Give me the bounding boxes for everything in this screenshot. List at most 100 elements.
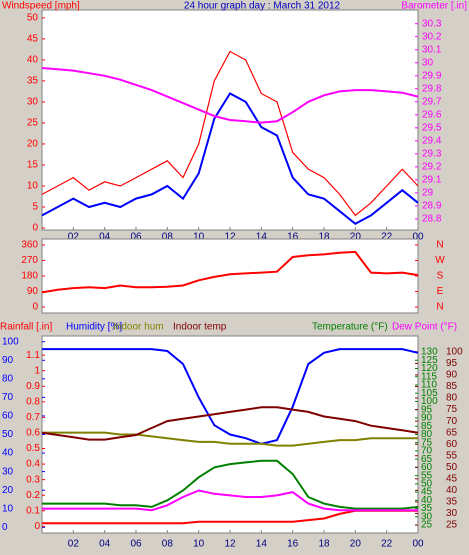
x-tick-label: 14 (256, 539, 268, 550)
y-tick-label: 0.1 (26, 505, 40, 516)
y-tick-label: 1 (34, 365, 40, 376)
y-tick-label: 180 (21, 271, 38, 282)
y4-tick-label: 55 (446, 450, 458, 461)
y4-tick-label: 75 (446, 404, 458, 415)
x-tick-label: 10 (193, 232, 205, 243)
y2-tick-label: 125 (421, 355, 438, 366)
y-tick-label: 25 (27, 118, 39, 129)
y2-tick-label: 25 (421, 520, 433, 531)
y4-tick-label: 100 (446, 346, 463, 357)
x-tick-label: 08 (162, 539, 174, 550)
y-tick-label: 20 (27, 139, 39, 150)
y2-tick-label: 35 (421, 503, 433, 514)
series-line (42, 431, 418, 447)
y-tick-label: 0.5 (26, 443, 40, 454)
y-tick-label: 30 (27, 97, 39, 108)
y-tick-label: 0.6 (26, 428, 40, 439)
y-tick-label: 0.2 (26, 490, 40, 501)
y2-tick-label: 80 (421, 429, 433, 440)
x-tick-label: 20 (350, 539, 362, 550)
y4-tick-label: 95 (446, 358, 458, 369)
y2-tick-label: 65 (421, 454, 433, 465)
x-tick-label: 04 (99, 232, 111, 243)
y2-tick-label: 29.7 (422, 96, 442, 107)
y2-tick-label: 29.1 (422, 174, 442, 185)
x-tick-label: 16 (287, 539, 299, 550)
y2-tick-label: 28.9 (422, 201, 442, 212)
y2-tick-label: W (435, 255, 445, 266)
y3-tick-label: 10 (2, 503, 14, 514)
y3-tick-label: 40 (2, 448, 14, 459)
x-tick-label: 22 (381, 539, 393, 550)
y2-tick-label: 45 (421, 487, 433, 498)
y3-tick-label: 80 (2, 373, 14, 384)
x-tick-label: 00 (412, 232, 424, 243)
y4-tick-label: 35 (446, 497, 458, 508)
x-tick-label: 20 (350, 232, 362, 243)
y2-tick-label: 29.2 (422, 161, 442, 172)
y4-tick-label: 70 (446, 416, 458, 427)
x-tick-label: 12 (224, 539, 236, 550)
y2-tick-label: 30.1 (422, 44, 442, 55)
legend-entry: Indoor hum (113, 322, 164, 333)
y2-tick-label: 85 (421, 421, 433, 432)
x-tick-label: 18 (318, 232, 330, 243)
series-line (41, 50, 419, 217)
y2-tick-label: 115 (421, 371, 437, 382)
y2-tick-label: 29.4 (422, 135, 442, 146)
y-tick-label: 1.1 (26, 350, 40, 361)
y2-tick-label: E (437, 286, 444, 297)
y-tick-label: 360 (21, 240, 38, 251)
y3-tick-label: 0 (2, 522, 8, 533)
y4-tick-label: 80 (446, 393, 458, 404)
y-tick-label: 0 (32, 302, 38, 313)
y4-tick-label: 85 (446, 381, 458, 392)
y-axis-label: Windspeed [mph] (2, 1, 80, 12)
x-tick-label: 02 (68, 539, 80, 550)
series-line (41, 406, 419, 441)
y-tick-label: 0.9 (26, 381, 40, 392)
x-tick-label: 02 (68, 232, 80, 243)
y2-tick-label: 30.3 (422, 18, 442, 29)
y2-tick-label: 120 (421, 363, 438, 374)
y4-tick-label: 50 (446, 462, 458, 473)
y2-tick-label: 29.3 (422, 148, 442, 159)
x-tick-label: 18 (318, 539, 330, 550)
y-tick-label: 0.3 (26, 474, 40, 485)
y-tick-label: 0.8 (26, 396, 40, 407)
y2-tick-label: 40 (421, 495, 433, 506)
y2-tick-label: 55 (421, 470, 433, 481)
y4-tick-label: 30 (446, 508, 458, 519)
x-tick-label: 00 (412, 539, 424, 550)
y2-tick-label: 28.8 (422, 214, 442, 225)
y4-tick-label: 60 (446, 439, 458, 450)
x-tick-label: 04 (99, 539, 111, 550)
y4-tick-label: 65 (446, 427, 458, 438)
y4-tick-label: 45 (446, 473, 458, 484)
x-tick-label: 14 (256, 232, 268, 243)
y3-tick-label: 100 (2, 336, 19, 347)
y-tick-label: 0.7 (26, 412, 40, 423)
y4-tick-label: 40 (446, 485, 458, 496)
y-tick-label: 40 (27, 55, 39, 66)
y2-tick-label: 50 (421, 479, 433, 490)
x-tick-label: 10 (193, 539, 205, 550)
y2-tick-label: 29.9 (422, 70, 442, 81)
y4-tick-label: 25 (446, 520, 458, 531)
y-tick-label: 45 (27, 34, 39, 45)
legend-entry: Rainfall [.in] (0, 322, 52, 333)
x-tick-label: 08 (162, 232, 174, 243)
y3-tick-label: 70 (2, 392, 14, 403)
y4-tick-label: 90 (446, 370, 458, 381)
y2-tick-label: S (437, 271, 444, 282)
y2-tick-label: 29.5 (422, 122, 442, 133)
y3-tick-label: 30 (2, 466, 14, 477)
legend-entry: Humidity [%] (66, 322, 122, 333)
y2-tick-label: 30.2 (422, 31, 442, 42)
y2-tick-label: 75 (421, 437, 433, 448)
x-tick-label: 22 (381, 232, 393, 243)
y2-tick-label: 100 (421, 396, 438, 407)
y2-tick-label: 105 (421, 388, 438, 399)
x-tick-label: 16 (287, 232, 299, 243)
